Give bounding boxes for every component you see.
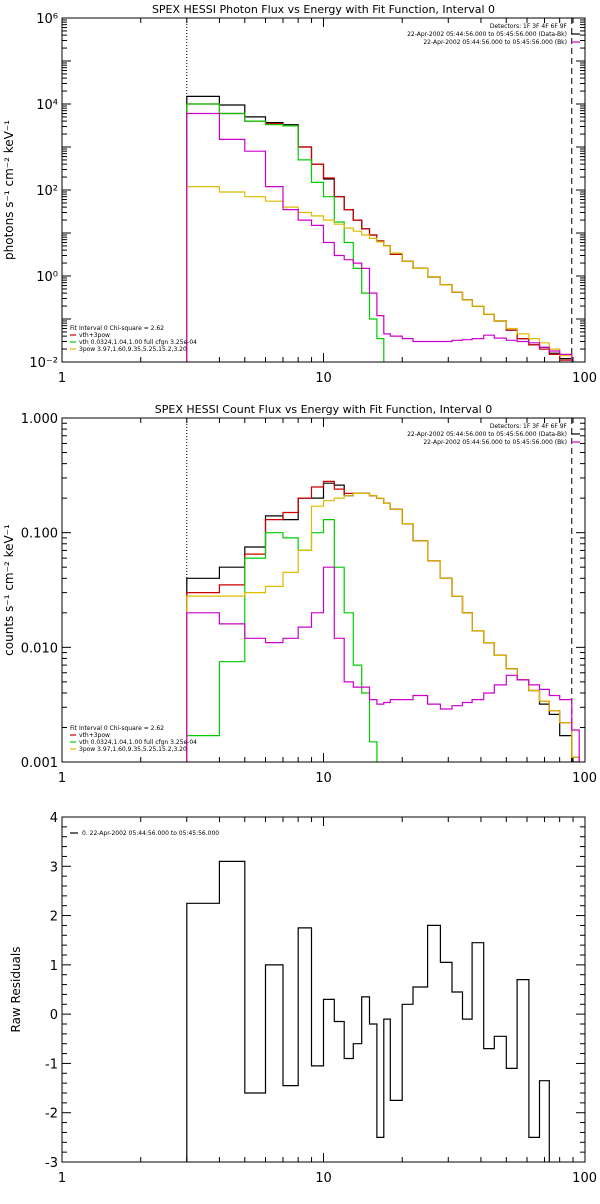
- y-axis-label: Raw Residuals: [9, 947, 23, 1033]
- y-tick-label: 0.001: [21, 756, 58, 771]
- x-ticks: [140, 817, 574, 1162]
- x-tick-label: 1: [58, 1171, 66, 1186]
- y-tick-label: 0.100: [21, 527, 58, 542]
- legend-text: 0. 22-Apr-2002 05:44:56.000 to 05:45:56.…: [82, 830, 219, 837]
- y-tick-label: 10⁶: [36, 12, 58, 27]
- y-tick-label: 2: [50, 910, 58, 925]
- chart-panel-1: SPEX HESSI Photon Flux vs Energy with Fi…: [2, 3, 597, 386]
- legend-text: vth+3pow: [79, 732, 110, 739]
- legend-title: Fit Interval 0 Chi-square = 2.62: [70, 325, 164, 332]
- y-tick-label: 0: [50, 1008, 58, 1023]
- legend-text: vth+3pow: [79, 332, 110, 339]
- series-line-1: [186, 482, 580, 762]
- series-line-3: [186, 103, 385, 362]
- series-group: [186, 95, 573, 362]
- legend-text: vth 0.0324,1.04,1.00 full cfgn 3.25e-04: [79, 339, 197, 346]
- legend-text: 22-Apr-2002 05:44:56.000 to 05:45:56.000…: [407, 31, 567, 38]
- chart-panel-2: SPEX HESSI Count Flux vs Energy with Fit…: [2, 403, 597, 786]
- legend-text: vth 0.0324,1.04,1.00 full cfgn 3.25e-04: [79, 739, 197, 746]
- y-tick-label: -1: [45, 1057, 58, 1072]
- y-tick-label: 3: [50, 860, 58, 875]
- x-tick-label: 1: [58, 371, 66, 386]
- series-group: [186, 480, 580, 762]
- series-line-4: [186, 186, 573, 362]
- series-group: [186, 860, 550, 1162]
- plot-frame: [61, 17, 586, 363]
- legend-text: 22-Apr-2002 05:44:56.000 to 05:45:56.000…: [407, 431, 567, 438]
- chart-title: SPEX HESSI Photon Flux vs Energy with Fi…: [152, 3, 495, 16]
- legend-title: Fit Interval 0 Chi-square = 2.62: [70, 725, 164, 732]
- y-tick-label: -3: [45, 1156, 58, 1171]
- x-tick-label: 10: [315, 771, 332, 786]
- x-ticks: [140, 18, 574, 362]
- y-ticks: [62, 816, 585, 1163]
- y-tick-label: 10²: [36, 184, 58, 199]
- y-tick-label: -2: [45, 1107, 58, 1122]
- legend-text: 3pow 3.97,1.60,9.35,5.25,15.2,3.20: [79, 346, 187, 353]
- x-tick-label: 1: [58, 771, 66, 786]
- chart-title: SPEX HESSI Count Flux vs Energy with Fit…: [155, 403, 492, 416]
- series-line-2: [186, 480, 580, 762]
- y-ticks: [62, 422, 585, 728]
- y-tick-label: 10⁻²: [29, 356, 58, 371]
- y-tick-label: 4: [50, 811, 58, 826]
- chart-panel-3: Raw Residuals 1 10 100 -3 -2 -1 0 1 2 3 4 0. 22-Apr-…: [9, 811, 597, 1186]
- x-ticks: [140, 418, 574, 762]
- x-tick-label: 100: [572, 1171, 597, 1186]
- legend-text: 22-Apr-2002 05:44:56.000 to 05:45:56.000…: [423, 39, 567, 46]
- series-line-5: [186, 566, 580, 762]
- plot-frame: [61, 417, 586, 763]
- y-tick-label: 1: [50, 959, 58, 974]
- y-axis-label: counts s⁻¹ cm⁻² keV⁻¹: [2, 524, 16, 656]
- series-line-5: [186, 112, 573, 362]
- plot-frame: [61, 816, 586, 1163]
- legend-text: 3pow 3.97,1.60,9.35,5.25,15.2,3.20: [79, 746, 187, 753]
- x-tick-label: 10: [315, 1171, 332, 1186]
- y-ticks: [62, 19, 585, 350]
- y-axis-label: photons s⁻¹ cm⁻² keV⁻¹: [2, 120, 16, 260]
- legend-text: 22-Apr-2002 05:44:56.000 to 05:45:56.000…: [423, 439, 567, 446]
- series-line-3: [186, 519, 378, 762]
- series-line-1: [186, 860, 550, 1162]
- x-tick-label: 100: [572, 771, 597, 786]
- y-tick-label: 1.000: [21, 412, 58, 427]
- x-tick-label: 10: [315, 371, 332, 386]
- y-tick-label: 10⁴: [36, 98, 58, 113]
- y-tick-label: 0.010: [21, 641, 58, 656]
- y-tick-label: 10⁰: [36, 270, 58, 285]
- x-tick-label: 100: [572, 371, 597, 386]
- legend-text: Detectors: 1F 3F 4F 6F 9F: [490, 423, 568, 430]
- legend-text: Detectors: 1F 3F 4F 6F 9F: [490, 23, 568, 30]
